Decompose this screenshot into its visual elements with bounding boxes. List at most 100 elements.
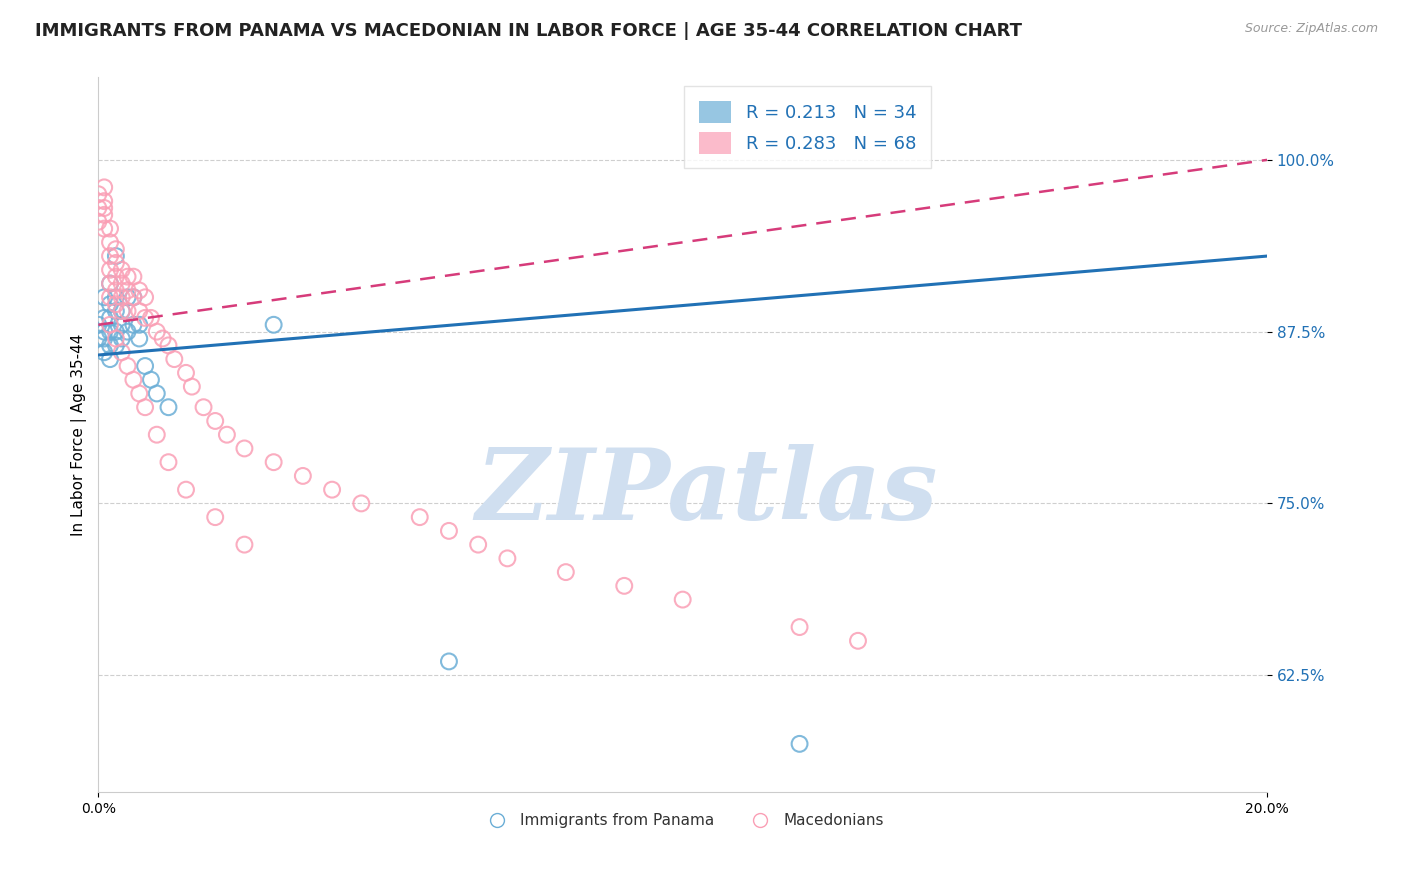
Point	[104, 242, 127, 256]
Point	[117, 269, 139, 284]
Point	[87, 215, 110, 229]
Point	[93, 290, 115, 304]
Point	[104, 249, 127, 263]
Point	[98, 221, 121, 235]
Point	[215, 427, 238, 442]
Point	[846, 633, 869, 648]
Point	[117, 359, 139, 373]
Point	[128, 318, 150, 332]
Point	[134, 401, 156, 415]
Point	[98, 338, 121, 352]
Point	[163, 352, 186, 367]
Point	[496, 551, 519, 566]
Point	[134, 290, 156, 304]
Point	[152, 332, 174, 346]
Point	[193, 401, 215, 415]
Point	[139, 310, 162, 325]
Point	[111, 345, 134, 359]
Point	[117, 284, 139, 298]
Point	[98, 249, 121, 263]
Point	[134, 310, 156, 325]
Point	[111, 277, 134, 291]
Point	[93, 208, 115, 222]
Point	[139, 373, 162, 387]
Point	[117, 290, 139, 304]
Point	[134, 359, 156, 373]
Point	[180, 379, 202, 393]
Point	[128, 304, 150, 318]
Point	[93, 345, 115, 359]
Point	[98, 290, 121, 304]
Point	[128, 332, 150, 346]
Point	[157, 401, 180, 415]
Point	[117, 304, 139, 318]
Point	[93, 180, 115, 194]
Point	[204, 510, 226, 524]
Point	[146, 427, 169, 442]
Text: ZIPatlas: ZIPatlas	[475, 443, 938, 541]
Point	[111, 290, 134, 304]
Point	[104, 332, 127, 346]
Point	[111, 262, 134, 277]
Point	[104, 269, 127, 284]
Point	[291, 469, 314, 483]
Point	[111, 332, 134, 346]
Point	[104, 290, 127, 304]
Point	[672, 592, 695, 607]
Point	[98, 297, 121, 311]
Point	[93, 332, 115, 346]
Point	[122, 290, 145, 304]
Point	[157, 338, 180, 352]
Point	[104, 297, 127, 311]
Point	[157, 455, 180, 469]
Point	[263, 455, 285, 469]
Point	[98, 318, 121, 332]
Point	[122, 318, 145, 332]
Point	[174, 483, 197, 497]
Point	[87, 187, 110, 202]
Point	[93, 194, 115, 208]
Point	[98, 277, 121, 291]
Point	[93, 221, 115, 235]
Point	[233, 442, 256, 456]
Point	[467, 538, 489, 552]
Point	[321, 483, 343, 497]
Point	[93, 325, 115, 339]
Point	[117, 325, 139, 339]
Point	[104, 338, 127, 352]
Point	[87, 201, 110, 215]
Point	[98, 277, 121, 291]
Point	[789, 620, 811, 634]
Point	[111, 318, 134, 332]
Point	[128, 386, 150, 401]
Point	[98, 352, 121, 367]
Point	[409, 510, 432, 524]
Point	[111, 304, 134, 318]
Point	[122, 373, 145, 387]
Point	[93, 310, 115, 325]
Point	[554, 565, 576, 579]
Point	[104, 256, 127, 270]
Point	[111, 304, 134, 318]
Point	[128, 284, 150, 298]
Point	[789, 737, 811, 751]
Point	[122, 269, 145, 284]
Point	[146, 386, 169, 401]
Point	[104, 325, 127, 339]
Point	[93, 201, 115, 215]
Legend: Immigrants from Panama, Macedonians: Immigrants from Panama, Macedonians	[475, 807, 890, 834]
Point	[174, 366, 197, 380]
Point	[204, 414, 226, 428]
Point	[613, 579, 636, 593]
Point	[98, 262, 121, 277]
Point	[98, 325, 121, 339]
Point	[122, 290, 145, 304]
Y-axis label: In Labor Force | Age 35-44: In Labor Force | Age 35-44	[72, 334, 87, 536]
Point	[437, 655, 460, 669]
Text: Source: ZipAtlas.com: Source: ZipAtlas.com	[1244, 22, 1378, 36]
Point	[146, 325, 169, 339]
Point	[437, 524, 460, 538]
Point	[87, 332, 110, 346]
Point	[98, 310, 121, 325]
Point	[98, 235, 121, 250]
